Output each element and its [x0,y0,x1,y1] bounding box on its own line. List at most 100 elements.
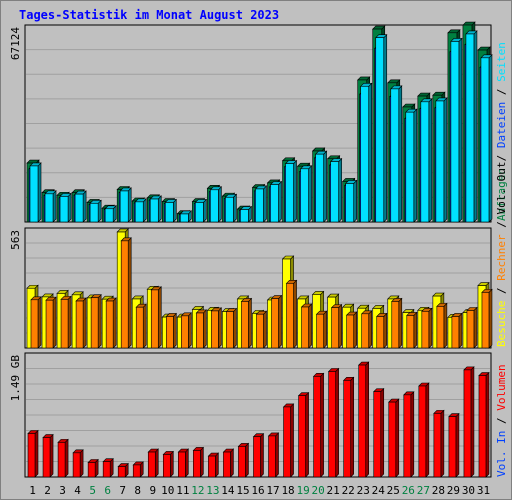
bar-rechner-day-6 [105,300,114,349]
bar-rechner-day-23-side [368,310,373,349]
bar-volumen-day-16 [253,436,261,478]
bar-rechner-day-29-side [458,312,463,349]
bar-volumen-day-17-side [275,432,279,478]
bar-seiten-day-31-side [488,54,493,223]
x-tick-label-day-22: 22 [342,484,355,497]
legend-dateien: Dateien [495,102,508,148]
bar-volumen-day-22-side [350,376,354,478]
legend-panel-2-separator: / [495,215,508,235]
x-tick-label-day-12: 12 [191,484,204,497]
bar-seiten-day-14-side [233,193,237,223]
x-tick-label-day-8: 8 [134,484,141,497]
bar-volumen-day-17 [268,435,276,478]
bar-rechner-day-31-side [488,288,493,349]
bar-rechner-day-27-side [428,307,433,349]
x-tick-label-day-1: 1 [29,484,36,497]
x-tick-label-day-23: 23 [357,484,370,497]
bar-rechner-day-20-side [323,310,327,349]
bar-volumen-day-5 [87,462,96,478]
bar-seiten-day-18-side [293,159,297,223]
bar-rechner-day-3-side [67,295,72,349]
bar-seiten-day-22 [345,183,354,223]
x-tick-label-day-16: 16 [251,484,264,497]
bar-rechner-day-24 [376,316,385,349]
x-tick-label-day-17: 17 [266,484,279,497]
bar-rechner-day-4 [75,300,84,349]
x-tick-label-day-4: 4 [74,484,81,497]
bar-seiten-day-28 [435,100,445,223]
bar-seiten-day-24-side [383,33,388,223]
bar-volumen-day-27 [418,385,427,478]
x-tick-label-day-25: 25 [387,484,400,497]
legend-rechner: Rechner [495,234,508,281]
bar-seiten-day-16 [255,188,264,223]
bar-rechner-day-30 [466,310,475,349]
bar-seiten-day-27-side [428,98,433,223]
bar-rechner-day-11 [181,315,189,349]
bar-volumen-day-6 [102,461,111,478]
bar-rechner-day-14-side [233,307,237,349]
y-axis-max-label-2: 563 [9,230,22,250]
bar-rechner-day-11-side [188,312,192,349]
bar-rechner-day-1 [30,299,39,349]
bar-rechner-day-1-side [37,296,42,349]
bar-seiten-day-30 [465,33,475,223]
x-tick-label-day-19: 19 [296,484,309,497]
bar-seiten-day-14 [225,196,234,223]
bar-volumen-day-30 [463,369,472,478]
x-tick-label-day-27: 27 [417,484,430,497]
bar-volumen-day-2-side [49,433,54,478]
bar-rechner-day-22 [346,314,354,349]
bar-seiten-day-10 [164,202,174,223]
bar-volumen-day-21 [328,371,336,478]
bar-seiten-day-20-side [323,150,327,223]
bar-seiten-day-26 [405,111,415,223]
bar-rechner-day-16 [256,313,264,349]
x-tick-label-day-18: 18 [281,484,294,497]
bar-seiten-day-17 [270,184,279,223]
bar-volumen-day-25-side [395,398,400,478]
bar-rechner-day-9 [150,289,159,349]
x-tick-label-day-2: 2 [44,484,51,497]
bar-volumen-day-20-side [320,372,324,478]
bar-rechner-day-28-side [443,302,448,349]
x-tick-label-day-20: 20 [312,484,325,497]
bar-seiten-day-26-side [413,108,418,223]
bar-rechner-day-2 [45,299,54,349]
bar-volumen-day-12-side [200,446,204,478]
bar-volumen-day-26 [403,394,412,478]
bar-rechner-day-7 [120,240,129,349]
bar-volumen-day-18 [283,406,291,478]
bar-volumen-day-1 [27,433,36,478]
bar-seiten-day-2-side [52,190,57,223]
bar-rechner-day-22-side [353,311,357,349]
bar-seiten-day-6 [104,208,114,223]
bar-seiten-day-2 [44,193,54,223]
bar-seiten-day-4 [74,193,84,223]
bar-seiten-day-25-side [398,85,403,223]
bar-rechner-day-19-side [308,303,312,349]
bar-rechner-day-16-side [263,310,267,349]
legend-panel-3-separator: / [495,411,508,431]
bar-seiten-day-7-side [127,187,132,223]
bar-rechner-day-12-side [203,309,207,349]
bar-rechner-day-2-side [52,296,57,349]
bar-rechner-day-15 [241,301,249,349]
bar-rechner-day-24-side [383,312,388,349]
bar-seiten-day-8-side [142,198,147,223]
x-tick-label-day-3: 3 [59,484,66,497]
x-tick-label-day-13: 13 [206,484,219,497]
bar-rechner-day-17 [271,298,279,349]
bar-volumen-day-12 [193,450,201,478]
x-tick-label-day-29: 29 [447,484,460,497]
bar-seiten-day-1 [29,165,39,223]
bar-volumen-day-4-side [79,449,84,478]
bar-rechner-day-8-side [142,303,147,349]
x-tick-label-day-9: 9 [149,484,156,497]
bar-rechner-day-17-side [278,294,282,349]
bar-rechner-day-4-side [82,297,87,349]
x-tick-label-day-15: 15 [236,484,249,497]
bar-rechner-day-8 [135,306,144,349]
bar-seiten-day-10-side [172,198,177,223]
